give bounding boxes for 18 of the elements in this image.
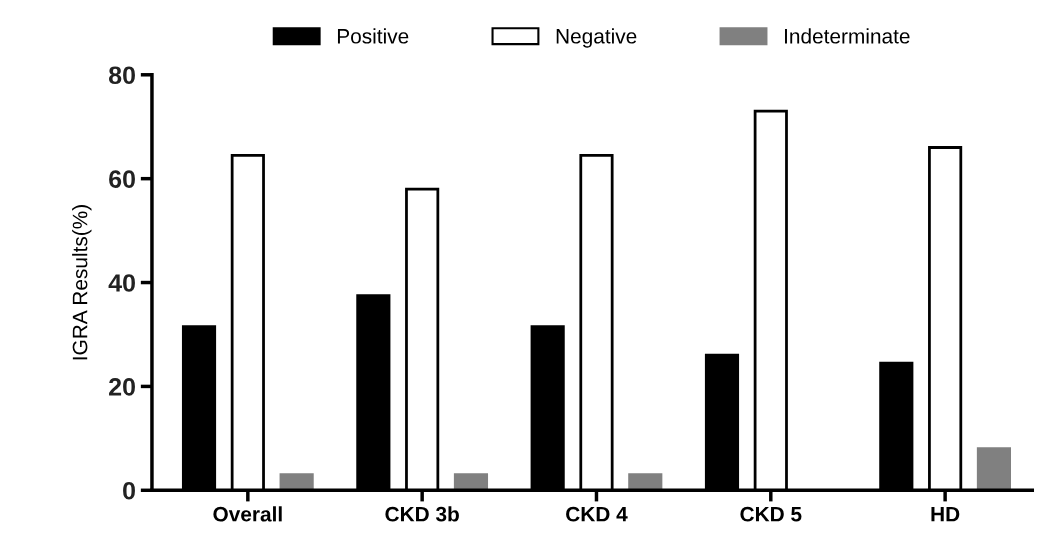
- x-tick-label: CKD 3b: [385, 506, 459, 522]
- bar: [628, 473, 663, 491]
- y-tick-label: 0: [123, 481, 135, 500]
- y-tick-label: 40: [108, 274, 135, 292]
- y-tick-label: 20: [109, 378, 135, 396]
- x-tick-label: CKD 5: [740, 506, 802, 522]
- bar: [976, 447, 1012, 491]
- legend-label: Indeterminate: [785, 28, 910, 44]
- y-tick-label: 80: [108, 66, 135, 85]
- x-tick-label: Overall: [213, 506, 282, 522]
- bar: [453, 473, 489, 491]
- x-tick-label: HD: [931, 507, 960, 522]
- x-tick-label: CKD 4: [566, 506, 628, 522]
- y-axis-title: IGRA Results(%): [72, 205, 92, 360]
- y-tick-label: 60: [109, 170, 135, 188]
- bar: [279, 473, 314, 491]
- legend-label: Negative: [556, 28, 637, 48]
- legend-label: Positive: [337, 28, 409, 44]
